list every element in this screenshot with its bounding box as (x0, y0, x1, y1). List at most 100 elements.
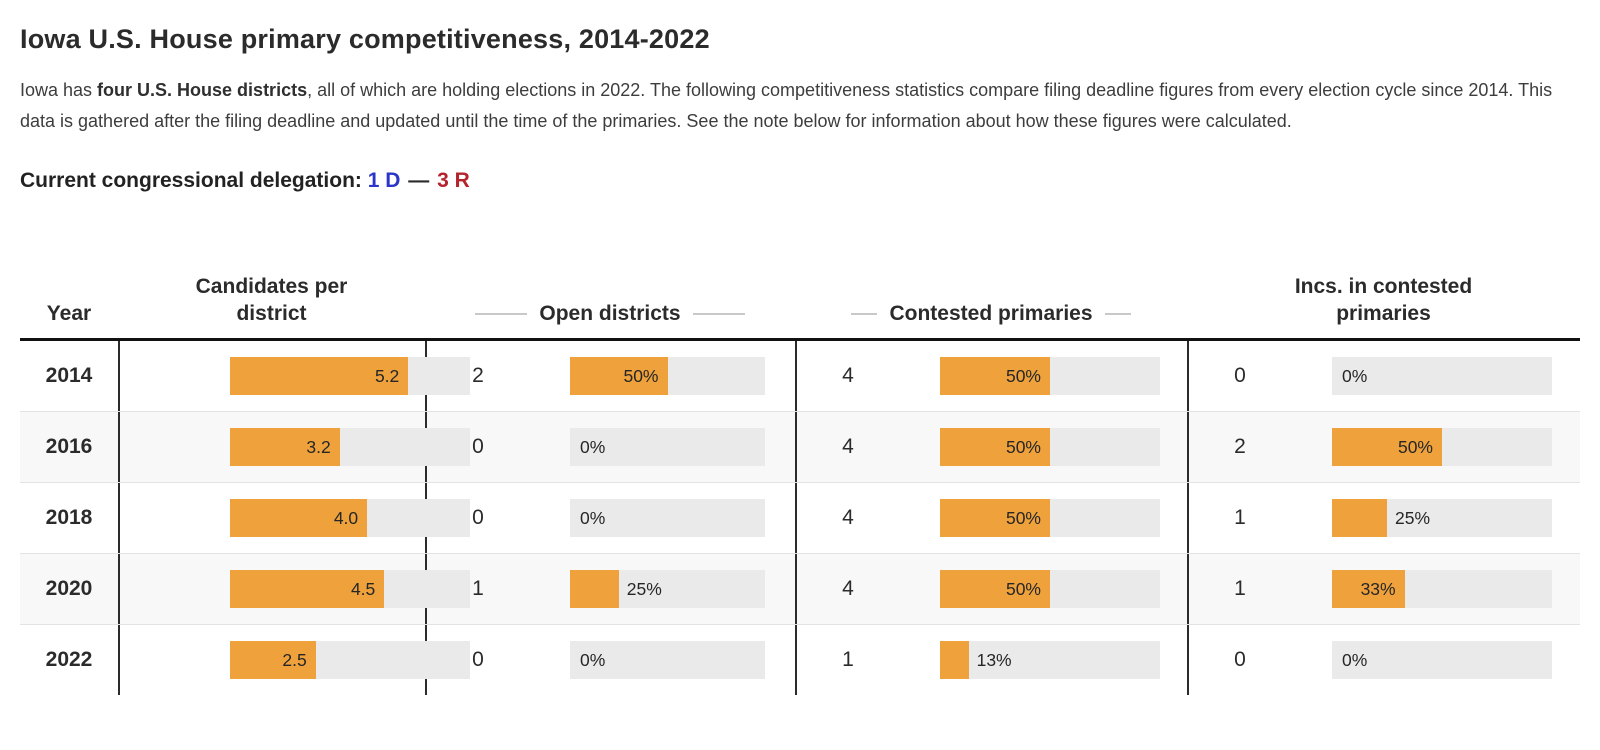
bar-track: 5.2 (230, 357, 470, 395)
table-header-row: Year Candidates per district Open distri… (20, 233, 1580, 341)
contested-bar: 13% (940, 641, 1160, 679)
bar-track: 50% (940, 570, 1160, 608)
bar-track: 13% (940, 641, 1160, 679)
bar-track: 50% (570, 357, 765, 395)
open-count: 1 (472, 577, 484, 600)
bar-track: 25% (570, 570, 765, 608)
open-count: 0 (472, 648, 484, 671)
bar-value-label: 0% (1342, 650, 1368, 670)
open-cell: 0 0% (425, 412, 795, 482)
intro-suffix: , all of which are holding elections in … (20, 80, 1553, 131)
bar-value-label: 4.0 (333, 508, 359, 528)
bar-track: 50% (1332, 428, 1552, 466)
contested-bar: 50% (940, 428, 1160, 466)
header-label-year: Year (46, 302, 92, 325)
header-cell-candidates-per-district: Candidates per district (118, 273, 425, 327)
incs-count: 0 (1234, 364, 1246, 387)
intro-prefix: Iowa has (20, 80, 98, 100)
header-label-incs-in-contested-primaries: Incs. in contested primaries (1294, 275, 1473, 325)
year-label: 2014 (45, 364, 93, 387)
contested-count: 4 (842, 435, 854, 458)
incs-count: 1 (1234, 577, 1246, 600)
bar-track: 4.5 (230, 570, 470, 608)
intro-bold-text: four U.S. House districts (97, 80, 308, 100)
bar-fill (230, 428, 340, 466)
bar-track: 0% (570, 641, 765, 679)
incs-bar: 25% (1332, 499, 1552, 537)
table-row: 2016 3.2 0 0% 4 50% 2 50% (20, 411, 1580, 482)
open-count: 0 (472, 435, 484, 458)
contested-count: 4 (842, 577, 854, 600)
bar-value-label: 5.2 (374, 366, 400, 386)
candidates-per-district-cell: 3.2 (118, 412, 470, 482)
candidates-per-district-cell: 4.5 (118, 554, 470, 624)
open-bar: 0% (570, 499, 765, 537)
bar-fill (570, 357, 668, 395)
header-cell-open-districts: Open districts (425, 300, 795, 327)
year-label: 2020 (45, 577, 93, 600)
bar-track: 0% (1332, 357, 1552, 395)
contested-bar: 50% (940, 357, 1160, 395)
header-label-contested-primaries: Contested primaries (889, 302, 1093, 325)
incs-cell: 2 50% (1187, 412, 1580, 482)
header-dash-line (851, 312, 878, 315)
bar-fill (570, 570, 619, 608)
table-row: 2014 5.2 2 50% 4 50% 0 0% (20, 341, 1580, 411)
bar-value-label: 33% (1360, 579, 1396, 599)
bar-track: 3.2 (230, 428, 470, 466)
bar-value-label: 50% (623, 366, 659, 386)
bar-fill (230, 641, 316, 679)
year-label: 2016 (45, 435, 93, 458)
open-cell: 2 50% (425, 341, 795, 411)
bar-fill (940, 641, 969, 679)
table-row: 2018 4.0 0 0% 4 50% 1 25% (20, 482, 1580, 553)
delegation-dem-count: 1 D (367, 169, 401, 192)
contested-cell: 1 13% (795, 625, 1187, 695)
contested-count: 4 (842, 364, 854, 387)
candidates-per-district-cell: 2.5 (118, 625, 470, 695)
year-cell: 2016 (20, 412, 118, 482)
bar-value-label: 2.5 (282, 650, 307, 670)
header-cell-contested-primaries: Contested primaries (795, 300, 1187, 327)
bar-fill (940, 428, 1050, 466)
bar-fill (940, 570, 1050, 608)
candidates-bar: 5.2 (230, 357, 470, 395)
bar-value-label: 0% (580, 437, 606, 457)
bar-fill (1332, 570, 1405, 608)
open-bar: 25% (570, 570, 765, 608)
header-dash-line (1104, 312, 1131, 315)
open-bar: 0% (570, 428, 765, 466)
header-label-open-districts: Open districts (539, 302, 681, 325)
candidates-bar: 3.2 (230, 428, 470, 466)
contested-cell: 4 50% (795, 554, 1187, 624)
bar-track: 2.5 (230, 641, 470, 679)
bar-fill (230, 570, 385, 608)
bar-track: 4.0 (230, 499, 470, 537)
bar-fill (1332, 428, 1442, 466)
year-cell: 2018 (20, 483, 118, 553)
bar-value-label: 25% (626, 579, 662, 599)
open-bar: 50% (570, 357, 765, 395)
delegation-separator: — (408, 169, 430, 192)
incs-cell: 1 33% (1187, 554, 1580, 624)
bar-track: 0% (570, 499, 765, 537)
bar-fill (1332, 499, 1387, 537)
open-cell: 1 25% (425, 554, 795, 624)
bar-value-label: 25% (1395, 508, 1431, 528)
bar-value-label: 50% (1005, 579, 1041, 599)
bar-value-label: 50% (1397, 437, 1433, 457)
candidates-bar: 2.5 (230, 641, 470, 679)
incs-bar: 50% (1332, 428, 1552, 466)
delegation-line: Current congressional delegation: 1 D — … (20, 169, 1580, 193)
incs-cell: 1 25% (1187, 483, 1580, 553)
incs-bar: 0% (1332, 641, 1552, 679)
table-row: 2022 2.5 0 0% 1 13% 0 0% (20, 624, 1580, 695)
contested-cell: 4 50% (795, 483, 1187, 553)
contested-bar: 50% (940, 499, 1160, 537)
header-dash-line (692, 312, 745, 315)
header-dash-line (475, 312, 528, 315)
bar-value-label: 0% (580, 508, 606, 528)
bar-track: 50% (940, 357, 1160, 395)
bar-fill (940, 357, 1050, 395)
